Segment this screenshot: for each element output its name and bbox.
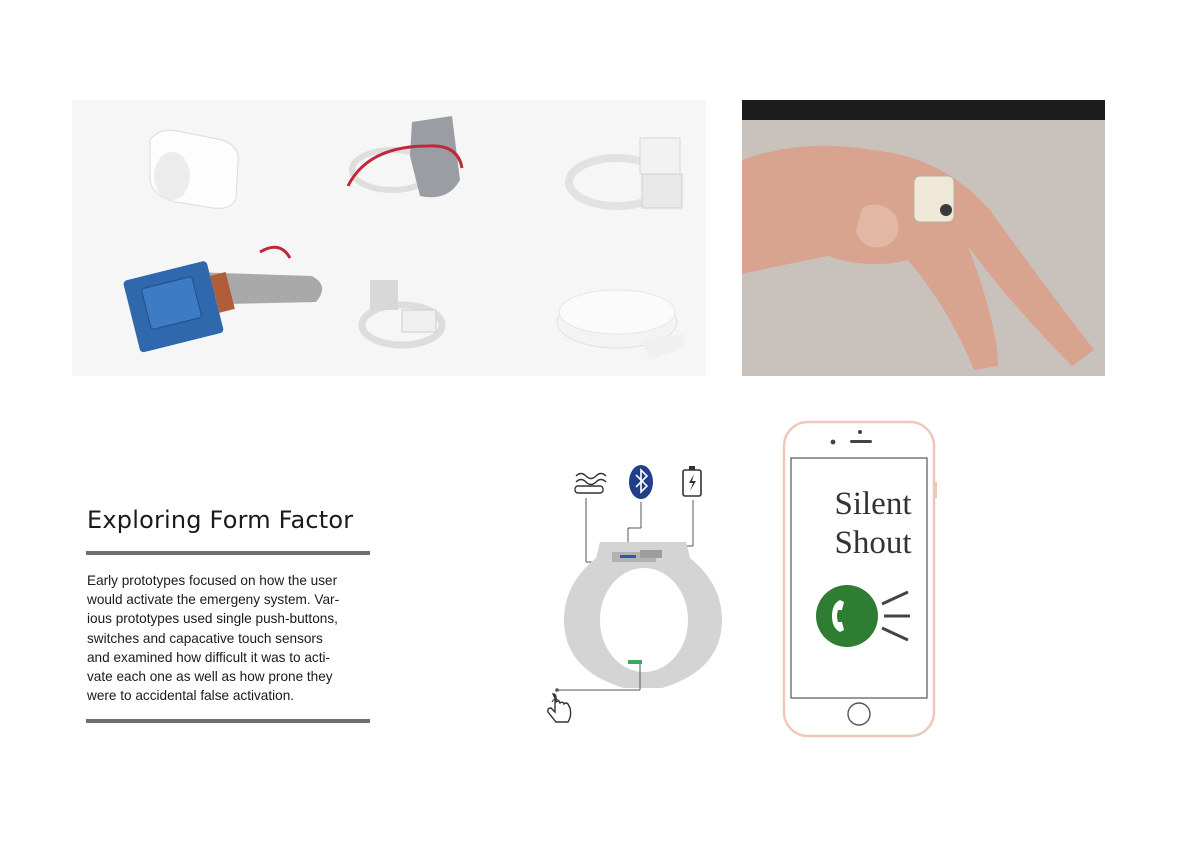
body-line-2: would activate the emergeny system. Var- [87, 592, 340, 608]
section-title: Exploring Form Factor [87, 506, 354, 534]
prototype-1 [149, 129, 239, 209]
prototype-4 [123, 245, 323, 353]
phone-app-title: Silent Shout [760, 485, 986, 563]
body-line-5: and examined how difficult it was to act… [87, 649, 331, 665]
prototypes-photo [72, 100, 706, 376]
ring-diagram [547, 465, 722, 723]
phone-frame [782, 420, 937, 738]
phone-call-icon [816, 585, 910, 647]
body-line-1: Early prototypes focused on how the user [87, 573, 338, 588]
section-body: Early prototypes focused on how the user… [87, 571, 377, 705]
title-rule-top [86, 551, 370, 555]
prototype-6 [556, 289, 684, 360]
phone-app-title-line2: Shout [834, 525, 912, 561]
body-rule-bottom [86, 719, 370, 723]
body-line-7: were to accidental false activation. [87, 688, 295, 704]
body-line-4: switches and capacative touch sensors [87, 630, 323, 646]
prototype-2 [346, 116, 464, 198]
hand-photo [742, 100, 1105, 376]
prototype-3 [565, 137, 683, 210]
phone-app-title-line1: Silent [834, 486, 912, 522]
battery-icon [682, 466, 702, 497]
pointer-hand-icon [547, 693, 572, 723]
body-line-3: ious prototypes used single push-buttons… [87, 611, 338, 627]
prototype-5 [358, 280, 446, 349]
body-line-6: vate each one as well as how prone they [87, 669, 333, 685]
pressure-sensor-icon [574, 472, 607, 494]
bluetooth-icon [629, 465, 653, 499]
phone-mockup: Silent Shout [760, 402, 986, 746]
